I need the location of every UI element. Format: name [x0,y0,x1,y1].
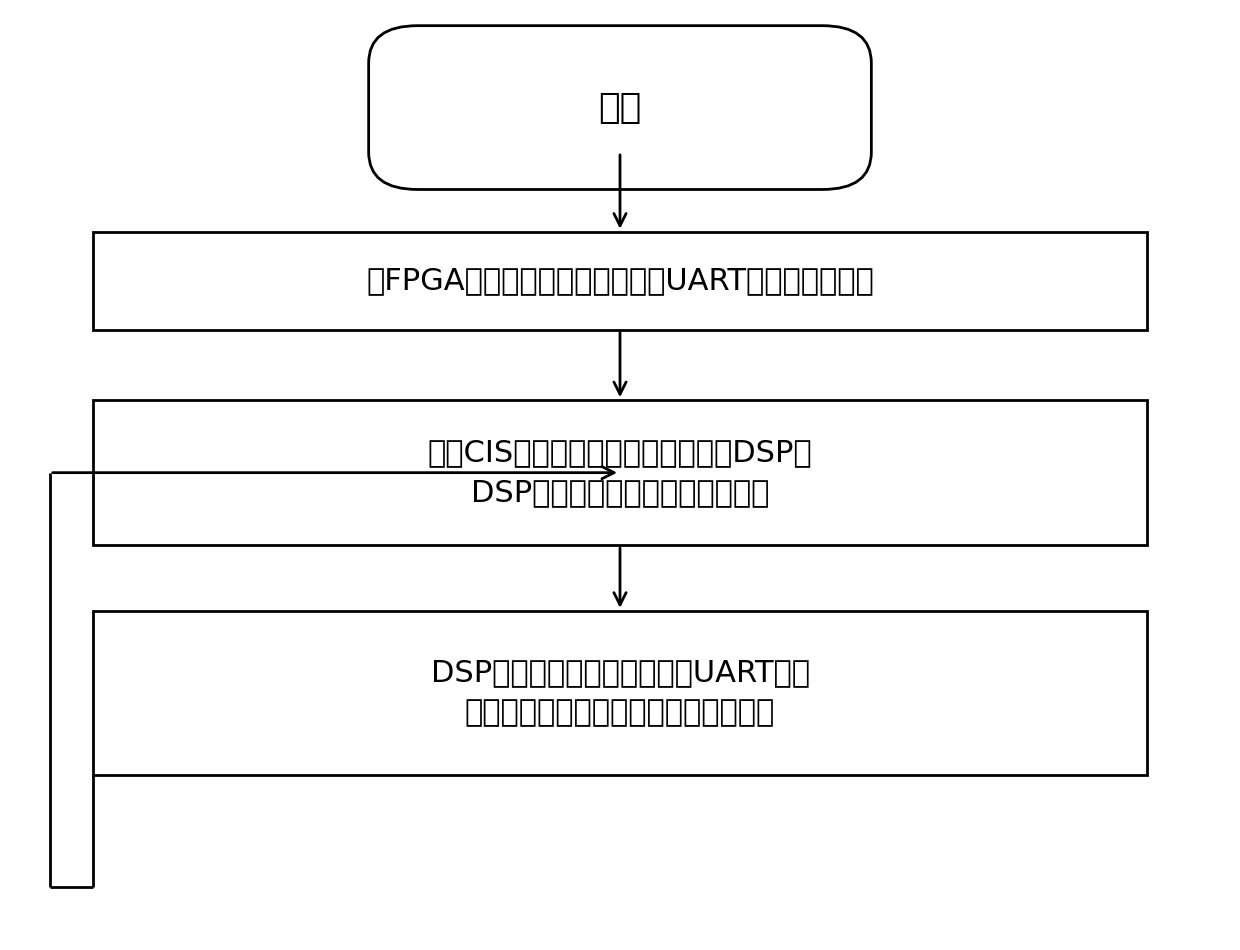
Text: 通过CIS实时获取图像数据并传送给DSP，
DSP根据图像数据判断图像类型；: 通过CIS实时获取图像数据并传送给DSP， DSP根据图像数据判断图像类型； [428,438,812,507]
Text: 开始: 开始 [599,90,641,124]
FancyBboxPatch shape [368,26,872,189]
Text: DSP根据图像类型通过预设的UART协议
向硬件压缩核下发图像压缩配置信息。: DSP根据图像类型通过预设的UART协议 向硬件压缩核下发图像压缩配置信息。 [430,658,810,728]
FancyBboxPatch shape [93,232,1147,330]
FancyBboxPatch shape [93,611,1147,774]
FancyBboxPatch shape [93,400,1147,545]
Text: 在FPGA上构建硬件压缩核的基于UART协议的逻辑层；: 在FPGA上构建硬件压缩核的基于UART协议的逻辑层； [366,266,874,295]
